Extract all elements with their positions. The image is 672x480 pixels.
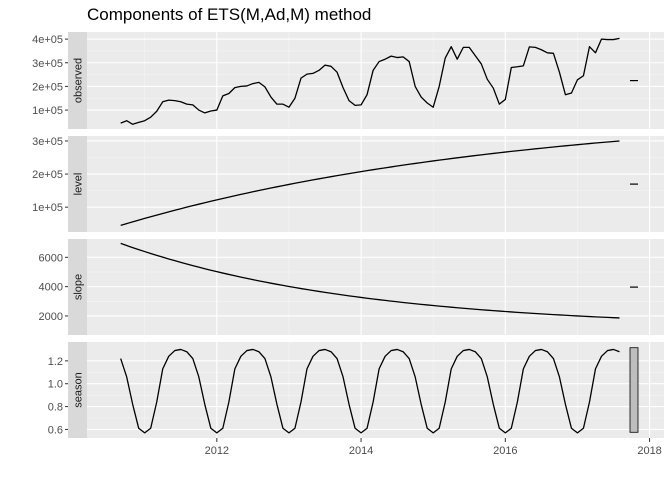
panels-group: observed 1e+05 2e+05 3e+05 4e+05 level 1e+05 2e… [32,32,664,438]
strip-label-season: season [73,372,85,407]
y-tick-label: 2000 [39,311,63,323]
series-line-season [120,348,620,434]
scale-bar-observed [630,80,638,82]
scale-bar-slope [630,286,638,288]
scale-bar-level [630,183,638,185]
series-line-observed [120,37,620,125]
y-tick-label: 1e+05 [32,105,63,117]
series-line-level [120,140,620,227]
y-tick-label: 0.8 [48,402,63,414]
y-tick-label: 3e+05 [32,58,63,70]
x-tick-label: 2018 [637,445,661,457]
strip-season [68,342,87,438]
scale-bar-season [629,347,639,433]
y-tick-label: 4e+05 [32,34,63,46]
strip-level [68,136,87,232]
y-tick-label: 1.0 [48,379,63,391]
y-tick-label: 1e+05 [32,202,63,214]
y-tick-label: 2e+05 [32,169,63,181]
panel-observed: observed 1e+05 2e+05 3e+05 4e+05 [32,32,664,129]
y-tick-label: 3e+05 [32,136,63,148]
panel-level: level 1e+05 2e+05 3e+05 [32,136,664,232]
panel-background [87,136,664,232]
x-tick-label: 2014 [349,445,373,457]
y-tick-label: 2e+05 [32,81,63,93]
x-tick-label: 2012 [205,445,229,457]
series-line-slope [120,242,620,319]
panel-background [87,32,664,129]
panel-season: season 0.6 0.8 1.0 1.2 [48,342,664,438]
strip-label-level: level [73,173,85,196]
y-tick-label: 0.6 [48,424,63,436]
x-tick-label: 2016 [493,445,517,457]
strip-observed [68,32,87,129]
y-tick-label: 1.2 [48,356,63,368]
y-tick-label: 6000 [39,252,63,264]
strip-label-observed: observed [73,58,85,103]
y-tick-label: 4000 [39,282,63,294]
panel-slope: slope 2000 4000 6000 [39,239,664,335]
x-axis: 2012 2014 2016 2018 [205,438,662,457]
strip-slope [68,239,87,335]
chart-title: Components of ETS(M,Ad,M) method [87,5,371,24]
strip-label-slope: slope [73,274,85,300]
